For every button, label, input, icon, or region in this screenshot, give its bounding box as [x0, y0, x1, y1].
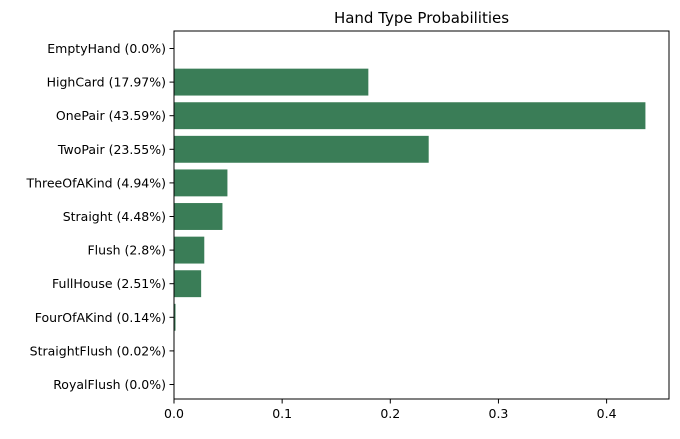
x-tick-label: 0.2 [380, 406, 400, 421]
y-tick-label: FourOfAKind (0.14%) [35, 310, 166, 325]
y-tick-label: ThreeOfAKind (4.94%) [25, 175, 166, 190]
y-tick-label: FullHouse (2.51%) [52, 276, 166, 291]
chart-title: Hand Type Probabilities [334, 9, 509, 27]
bar [174, 169, 227, 196]
x-tick-label: 0.0 [164, 406, 184, 421]
y-tick-label: RoyalFlush (0.0%) [53, 377, 166, 392]
bar [174, 102, 645, 129]
bar [174, 270, 201, 297]
bar [174, 237, 204, 264]
x-tick-label: 0.1 [272, 406, 292, 421]
y-tick-label: StraightFlush (0.02%) [30, 343, 166, 358]
y-tick-label: Straight (4.48%) [63, 209, 166, 224]
bar [174, 203, 222, 230]
x-tick-label: 0.3 [489, 406, 509, 421]
y-tick-label: EmptyHand (0.0%) [47, 41, 166, 56]
y-tick-label: Flush (2.8%) [87, 243, 166, 258]
bar [174, 136, 429, 163]
y-tick-label: OnePair (43.59%) [56, 108, 166, 123]
x-tick-label: 0.4 [597, 406, 617, 421]
y-tick-label: HighCard (17.97%) [47, 75, 166, 90]
bar [174, 69, 368, 96]
y-tick-label: TwoPair (23.55%) [57, 142, 166, 157]
